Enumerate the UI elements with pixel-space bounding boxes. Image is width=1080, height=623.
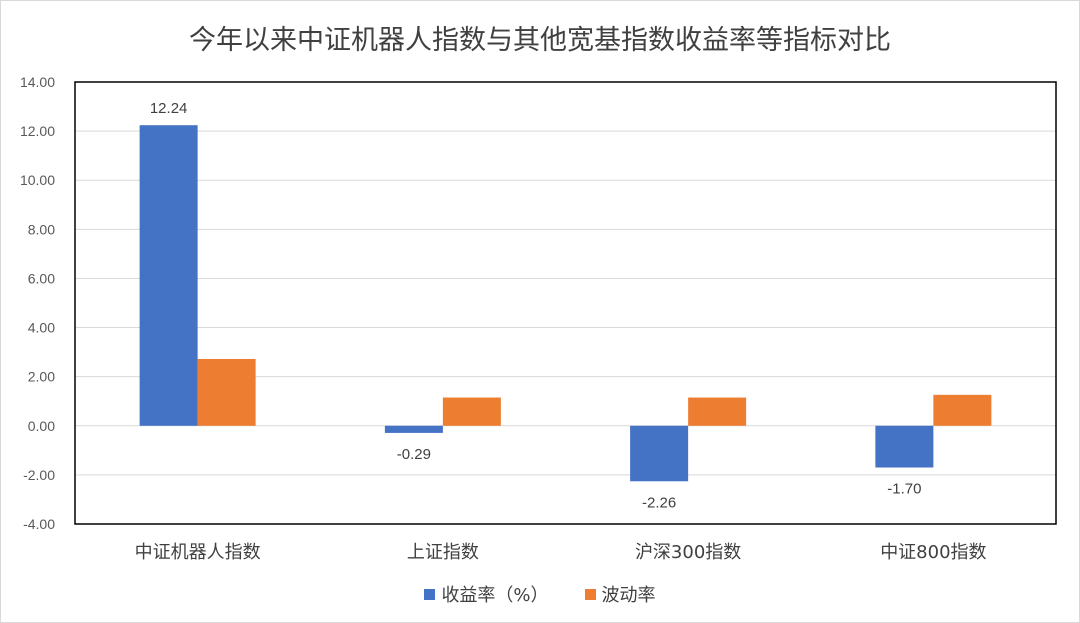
y-tick-label: 10.00 [20, 172, 55, 188]
y-tick-label: 12.00 [20, 123, 55, 139]
y-tick-label: 6.00 [28, 270, 55, 286]
y-tick-label: 8.00 [28, 221, 55, 237]
legend-item-return: 收益率（%） [424, 581, 549, 607]
legend-swatch-return [424, 588, 436, 600]
plot-area-border [74, 81, 1057, 525]
y-tick-label: 0.00 [28, 418, 55, 434]
bar-return [384, 425, 443, 433]
bar-volatility [933, 394, 992, 426]
y-tick-label: 14.00 [20, 74, 55, 90]
y-tick-label: 2.00 [28, 369, 55, 385]
legend-swatch-volatility [584, 588, 596, 600]
bar-volatility [442, 397, 501, 426]
y-tick-label: 4.00 [28, 320, 55, 336]
data-label: -0.29 [397, 446, 431, 463]
bar-volatility [197, 358, 256, 426]
x-category-label: 中证800指数 [880, 542, 986, 563]
y-tick-label: -4.00 [23, 516, 55, 532]
x-category-label: 中证机器人指数 [135, 542, 261, 563]
data-label: -1.70 [887, 481, 921, 498]
y-tick-label: -2.00 [23, 467, 55, 483]
bar-volatility [688, 397, 747, 426]
legend-label-volatility: 波动率 [601, 585, 656, 606]
legend-label-return: 收益率（%） [441, 585, 549, 606]
bar-return [630, 425, 689, 482]
data-label: 12.24 [150, 100, 188, 117]
data-label: -2.26 [642, 494, 676, 511]
bar-return [875, 425, 934, 468]
x-category-label: 沪深300指数 [635, 542, 741, 563]
chart-title: 今年以来中证机器人指数与其他宽基指数收益率等指标对比 [189, 25, 891, 56]
bar-return [139, 125, 198, 426]
legend: 收益率（%） 波动率 [0, 581, 1080, 607]
x-category-label: 上证指数 [407, 542, 479, 563]
legend-item-volatility: 波动率 [584, 581, 656, 607]
